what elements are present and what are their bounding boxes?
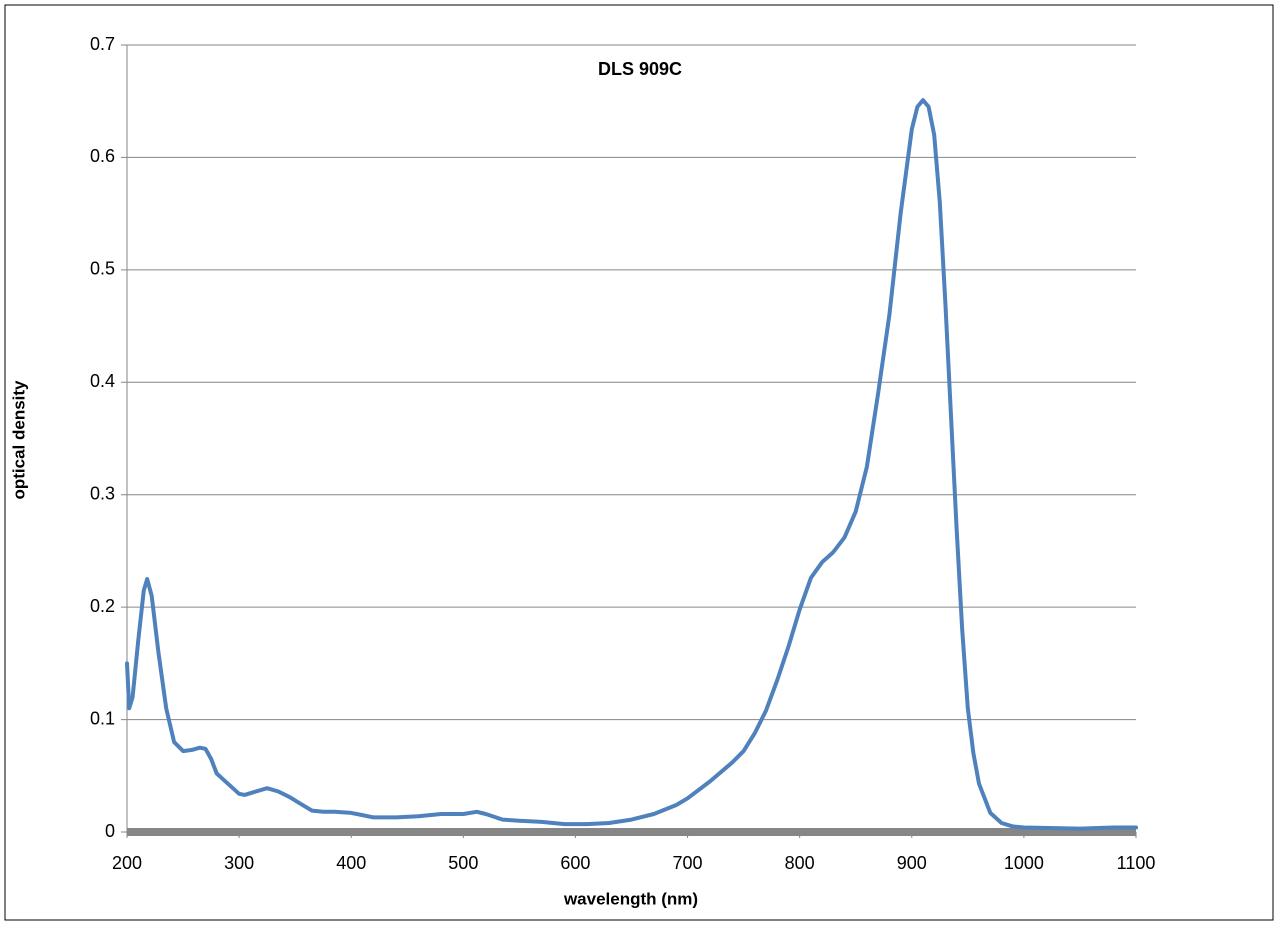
x-tick-label: 1000 (1004, 853, 1044, 873)
chart-title: DLS 909C (598, 59, 682, 79)
y-tick-label: 0.4 (90, 371, 115, 391)
x-tick-label: 600 (560, 853, 590, 873)
y-tick-label: 0.7 (90, 34, 115, 54)
y-tick-label: 0.1 (90, 708, 115, 728)
x-tick-label: 800 (785, 853, 815, 873)
x-tick-label: 300 (224, 853, 254, 873)
y-tick-label: 0.2 (90, 596, 115, 616)
data-line (125, 98, 1138, 831)
x-tick-label: 400 (336, 853, 366, 873)
x-tick-label: 200 (112, 853, 142, 873)
x-tick-label: 900 (897, 853, 927, 873)
x-axis-label: wavelength (nm) (563, 889, 698, 908)
y-tick-label: 0 (105, 821, 115, 841)
chart-border (4, 4, 1274, 921)
x-tick-label: 1100 (1117, 853, 1156, 873)
x-tick-label: 700 (673, 853, 703, 873)
y-axis-label: optical density (9, 380, 28, 500)
x-tick-label: 500 (448, 853, 478, 873)
y-tick-label: 0.6 (90, 146, 115, 166)
y-tick-label: 0.5 (90, 259, 115, 279)
y-tick-label: 0.3 (90, 483, 115, 503)
